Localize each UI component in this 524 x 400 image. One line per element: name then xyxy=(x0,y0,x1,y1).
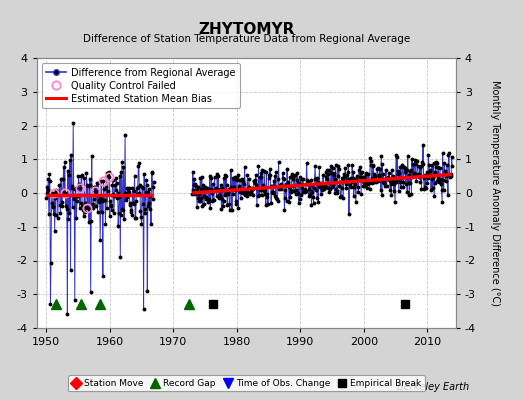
Text: ZHYTOMYR: ZHYTOMYR xyxy=(198,22,294,37)
Text: Berkeley Earth: Berkeley Earth xyxy=(397,382,469,392)
Text: Difference of Station Temperature Data from Regional Average: Difference of Station Temperature Data f… xyxy=(83,34,410,44)
Legend: Difference from Regional Average, Quality Control Failed, Estimated Station Mean: Difference from Regional Average, Qualit… xyxy=(41,63,240,108)
Y-axis label: Monthly Temperature Anomaly Difference (°C): Monthly Temperature Anomaly Difference (… xyxy=(490,80,500,306)
Legend: Station Move, Record Gap, Time of Obs. Change, Empirical Break: Station Move, Record Gap, Time of Obs. C… xyxy=(68,375,425,392)
